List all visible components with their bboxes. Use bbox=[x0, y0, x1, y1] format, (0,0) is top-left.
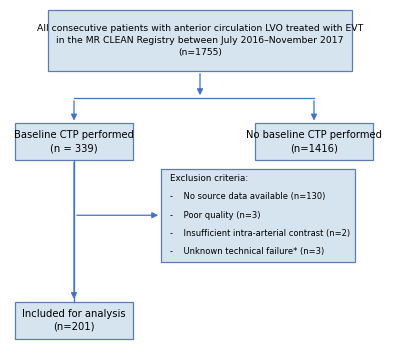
FancyBboxPatch shape bbox=[15, 302, 133, 339]
Text: -    Poor quality (n=3): - Poor quality (n=3) bbox=[170, 210, 260, 219]
FancyBboxPatch shape bbox=[255, 124, 373, 160]
Text: Exclusion criteria:: Exclusion criteria: bbox=[170, 174, 248, 183]
Text: All consecutive patients with anterior circulation LVO treated with EVT
in the M: All consecutive patients with anterior c… bbox=[37, 24, 363, 57]
Text: -    Unknown technical failure* (n=3): - Unknown technical failure* (n=3) bbox=[170, 247, 324, 256]
FancyBboxPatch shape bbox=[15, 124, 133, 160]
FancyBboxPatch shape bbox=[161, 169, 355, 262]
Text: Included for analysis
(n=201): Included for analysis (n=201) bbox=[22, 309, 126, 332]
FancyBboxPatch shape bbox=[48, 9, 352, 71]
Text: Baseline CTP performed
(n = 339): Baseline CTP performed (n = 339) bbox=[14, 130, 134, 153]
Text: -    Insufficient intra-arterial contrast (n=2): - Insufficient intra-arterial contrast (… bbox=[170, 229, 350, 238]
Text: -    No source data available (n=130): - No source data available (n=130) bbox=[170, 193, 325, 201]
Text: No baseline CTP performed
(n=1416): No baseline CTP performed (n=1416) bbox=[246, 130, 382, 153]
